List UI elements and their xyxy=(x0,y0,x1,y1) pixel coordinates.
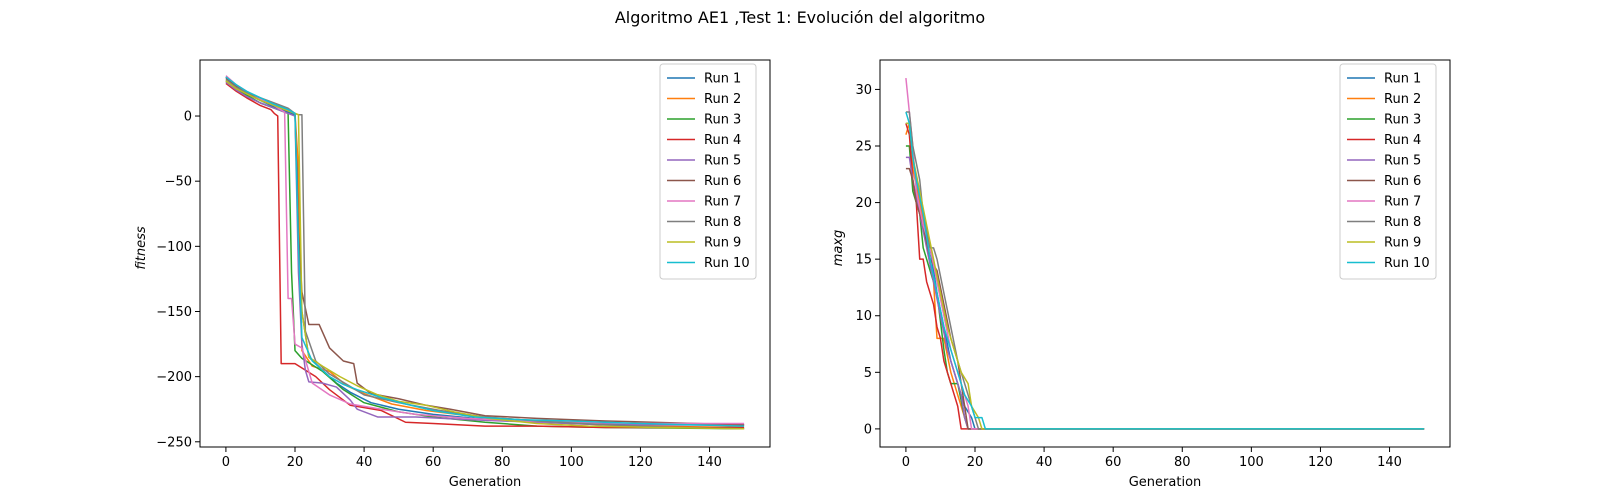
maxg-legend-label: Run 10 xyxy=(1384,256,1430,271)
maxg-series-line-run-10 xyxy=(905,111,1425,430)
maxg-ytick-label: 5 xyxy=(864,366,872,381)
fitness-xtick-label: 0 xyxy=(222,455,230,470)
maxg-legend: Run 1 Run 2 Run 3 Run 4 Run 5 Run 6 Run 7 Run 8… xyxy=(1339,63,1437,280)
fitness-legend-label: Run 9 xyxy=(704,236,741,251)
maxg-legend-label: Run 2 xyxy=(1384,92,1421,107)
fitness-legend-label: Run 8 xyxy=(704,215,741,230)
fitness-chart: Generation fitness 0 20 40 60 80 100 120 140 0 −5… xyxy=(134,59,771,490)
fitness-ytick-label: 0 xyxy=(184,110,192,125)
maxg-legend-box xyxy=(1339,63,1437,280)
fitness-ticks: 0 20 40 60 80 100 120 140 0 −50 −100 −150 −200 −250 xyxy=(156,110,722,470)
maxg-xtick-label: 100 xyxy=(1239,455,1264,470)
maxg-xaxis-label: Generation xyxy=(1129,475,1202,490)
fitness-legend-box xyxy=(659,63,757,280)
maxg-ytick-label: 10 xyxy=(855,309,872,324)
fitness-series-lines xyxy=(225,75,745,430)
fitness-legend-label: Run 6 xyxy=(704,174,741,189)
fitness-xtick-label: 20 xyxy=(287,455,304,470)
maxg-legend-label: Run 5 xyxy=(1384,154,1421,169)
fitness-legend-label: Run 3 xyxy=(704,113,741,128)
maxg-series-line-run-7 xyxy=(905,78,1425,430)
fitness-series-line-run-5 xyxy=(225,81,745,426)
fitness-xaxis-label: Generation xyxy=(449,475,522,490)
fitness-axes-frame xyxy=(199,59,771,448)
fitness-xtick-label: 40 xyxy=(356,455,373,470)
maxg-chart: Generation maxg 0 20 40 60 80 100 120 140 0 5 10 15… xyxy=(831,59,1451,490)
fitness-xtick-label: 80 xyxy=(494,455,511,470)
maxg-xtick-label: 80 xyxy=(1174,455,1191,470)
fitness-series-line-run-10 xyxy=(225,76,745,427)
maxg-ytick-label: 15 xyxy=(855,253,872,268)
fitness-legend-label: Run 5 xyxy=(704,154,741,169)
figure-suptitle: Algoritmo AE1 ,Test 1: Evolución del alg… xyxy=(615,8,985,27)
maxg-ticks: 0 20 40 60 80 100 120 140 0 5 10 15 20 25 30 xyxy=(855,83,1402,470)
maxg-xtick-label: 140 xyxy=(1377,455,1402,470)
maxg-legend-label: Run 6 xyxy=(1384,174,1421,189)
fitness-xtick-label: 100 xyxy=(559,455,584,470)
fitness-legend-label: Run 7 xyxy=(704,195,741,210)
maxg-legend-label: Run 8 xyxy=(1384,215,1421,230)
fitness-series-line-run-9 xyxy=(225,80,745,430)
fitness-legend-label: Run 2 xyxy=(704,92,741,107)
fitness-ytick-label: −50 xyxy=(165,175,192,190)
fitness-xtick-label: 120 xyxy=(628,455,653,470)
maxg-legend-label: Run 4 xyxy=(1384,133,1421,148)
fitness-ytick-label: −100 xyxy=(156,240,192,255)
maxg-ytick-label: 0 xyxy=(864,422,872,437)
fitness-legend: Run 1 Run 2 Run 3 Run 4 Run 5 Run 6 Run 7 Run 8… xyxy=(659,63,757,280)
fitness-xtick-label: 60 xyxy=(425,455,442,470)
fitness-xtick-label: 140 xyxy=(697,455,722,470)
fitness-ytick-label: −200 xyxy=(156,370,192,385)
fitness-legend-label: Run 4 xyxy=(704,133,741,148)
maxg-legend-label: Run 7 xyxy=(1384,195,1421,210)
maxg-xtick-label: 120 xyxy=(1308,455,1333,470)
maxg-axes-frame xyxy=(879,59,1451,448)
maxg-series-line-run-6 xyxy=(905,167,1425,430)
maxg-legend-label: Run 1 xyxy=(1384,72,1421,87)
fitness-ytick-label: −250 xyxy=(156,435,192,450)
maxg-legend-label: Run 3 xyxy=(1384,113,1421,128)
maxg-xtick-label: 20 xyxy=(967,455,984,470)
maxg-legend-label: Run 9 xyxy=(1384,236,1421,251)
maxg-ytick-label: 20 xyxy=(855,196,872,211)
maxg-series-lines xyxy=(905,78,1425,430)
maxg-yaxis-label: maxg xyxy=(831,230,846,267)
maxg-xtick-label: 40 xyxy=(1036,455,1053,470)
fitness-legend-label: Run 10 xyxy=(704,256,750,271)
maxg-ytick-label: 30 xyxy=(855,83,872,98)
maxg-xtick-label: 0 xyxy=(902,455,910,470)
maxg-ytick-label: 25 xyxy=(855,140,872,155)
fitness-legend-label: Run 1 xyxy=(704,72,741,87)
fitness-ytick-label: −150 xyxy=(156,305,192,320)
maxg-xtick-label: 60 xyxy=(1105,455,1122,470)
fitness-series-line-run-4 xyxy=(225,82,745,429)
fitness-yaxis-label: fitness xyxy=(134,226,149,270)
